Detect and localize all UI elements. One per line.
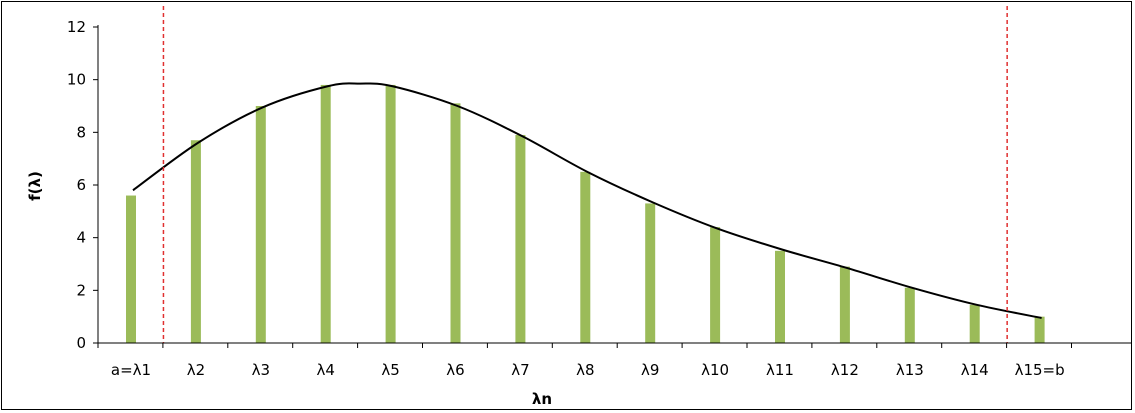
y-tick-label: 12: [67, 18, 86, 36]
x-tick-label: λ6: [446, 361, 464, 379]
bar: [580, 171, 591, 343]
bar: [320, 84, 331, 343]
x-tick-label: λ12: [831, 361, 859, 379]
ticks-layer: 0 2 4 6 8 10 12 a=λ1 λ2 λ3 λ4 λ5 λ6 λ7 λ8 λ9 λ10 λ11 λ12 λ1…: [67, 18, 1072, 379]
bars-layer: [126, 84, 1045, 343]
bar: [645, 203, 656, 343]
y-tick-label: 6: [76, 176, 86, 194]
bar: [1034, 316, 1045, 343]
x-tick-label: λ10: [701, 361, 729, 379]
x-axis-title: λn: [532, 390, 552, 408]
bar: [190, 140, 201, 343]
x-tick-label: λ7: [511, 361, 529, 379]
bar: [710, 227, 721, 343]
x-tick-label: λ8: [576, 361, 594, 379]
bar: [904, 287, 915, 343]
boundary-layer: [162, 6, 1008, 343]
x-tick-label: λ11: [766, 361, 794, 379]
x-tick-label: λ5: [381, 361, 399, 379]
fitted-curve: [132, 82, 1042, 319]
axes-layer: [97, 25, 1132, 344]
bar: [969, 304, 980, 343]
curve-layer: [132, 82, 1042, 319]
y-tick-label: 2: [76, 281, 86, 299]
bar: [385, 84, 396, 343]
y-tick-label: 0: [76, 334, 86, 352]
bar: [126, 195, 136, 343]
x-tick-label: λ4: [316, 361, 334, 379]
x-tick-label: λ15=b: [1015, 361, 1065, 379]
bar: [255, 106, 266, 343]
x-tick-label: λ2: [187, 361, 205, 379]
x-tick-label: λ13: [896, 361, 924, 379]
x-tick-label: λ14: [961, 361, 989, 379]
x-tick-label: λ3: [252, 361, 270, 379]
y-tick-label: 8: [76, 123, 86, 141]
bar: [839, 266, 850, 343]
y-tick-label: 4: [76, 229, 86, 247]
bar: [775, 250, 785, 343]
bar: [515, 134, 526, 343]
x-tick-label: λ9: [641, 361, 659, 379]
bar: [450, 103, 461, 343]
y-tick-label: 10: [67, 71, 86, 89]
x-tick-label: a=λ1: [111, 361, 151, 379]
y-axis-title: f(λ): [26, 171, 44, 201]
